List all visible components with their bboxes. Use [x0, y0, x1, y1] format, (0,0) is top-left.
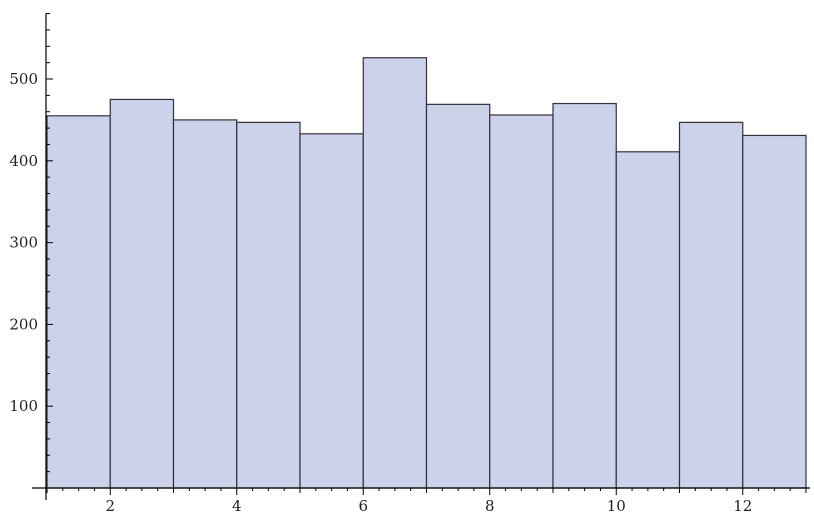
x-tick-label: 6 — [358, 497, 368, 515]
bar-bin-7 — [425, 103, 491, 489]
bar-bin-10 — [615, 151, 681, 489]
bar-bin-11 — [678, 121, 744, 489]
y-tick-label: 300 — [9, 234, 38, 252]
y-tick-label: 500 — [9, 70, 38, 88]
bar-bin-4 — [236, 121, 301, 489]
bar-bin-2 — [109, 98, 175, 489]
x-tick-label: 12 — [733, 497, 752, 515]
bar-bin-3 — [172, 119, 238, 489]
bar-bin-1 — [46, 115, 111, 489]
axes-group: 2 4 6 8 10 12 100 200 300 400 500 — [9, 13, 810, 515]
y-tick-label: 400 — [9, 152, 38, 170]
y-tick-label: 100 — [9, 397, 38, 415]
y-axis-ticks: 100 200 300 400 500 — [9, 13, 53, 489]
y-tick-label: 200 — [9, 315, 38, 333]
x-tick-label: 8 — [485, 497, 495, 515]
x-tick-label: 2 — [105, 497, 115, 515]
bar-bin-12 — [742, 134, 807, 489]
bar-bin-6 — [362, 57, 428, 489]
bars-group — [46, 57, 807, 489]
x-tick-label: 4 — [232, 497, 242, 515]
bar-bin-9 — [552, 102, 617, 489]
bar-bin-8 — [489, 114, 554, 489]
bar-bin-5 — [299, 133, 364, 489]
x-tick-label: 10 — [607, 497, 626, 515]
x-axis-ticks: 2 4 6 8 10 12 — [46, 488, 807, 515]
